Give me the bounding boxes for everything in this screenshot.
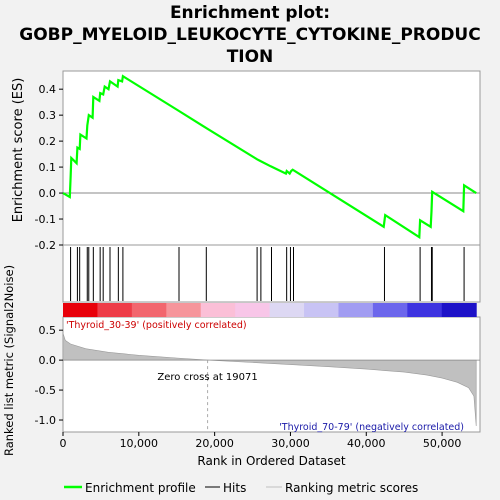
ranked-ytick-label: -0.5 <box>35 384 56 397</box>
chart-title: Enrichment plot: GOBP_MYELOID_LEUKOCYTE_… <box>0 2 500 68</box>
ranked-ylabel: Ranked list metric (Signal2Noise) <box>2 265 16 456</box>
zero-cross-label: Zero cross at 19071 <box>157 372 257 383</box>
heatmap-segment <box>97 303 133 317</box>
es-ytick-label: 0.2 <box>39 135 57 148</box>
heatmap-segment <box>407 303 443 317</box>
es-panel <box>62 70 481 246</box>
heatmap-segment <box>372 303 408 317</box>
es-ytick-label: -0.2 <box>35 239 56 252</box>
heatmap-segment <box>131 303 167 317</box>
es-ytick-label: 0.1 <box>39 161 57 174</box>
ranked-panel <box>62 316 481 433</box>
ranking-metric-area <box>62 333 477 427</box>
legend-hits-label: Hits <box>223 481 246 495</box>
heatmap-segment <box>63 303 98 317</box>
heatmap-segment <box>200 303 236 317</box>
es-ytick-label: 0.3 <box>39 109 57 122</box>
xtick-label: 30,000 <box>271 437 310 450</box>
title-line-3: TION <box>226 47 274 67</box>
xtick-label: 0 <box>60 437 67 450</box>
es-ylabel: Enrichment score (ES) <box>11 78 26 223</box>
enrichment-profile-line <box>62 74 477 240</box>
positive-correlation-label: 'Thyroid_30-39' (positively correlated) <box>66 320 247 331</box>
xtick-label: 10,000 <box>120 437 159 450</box>
title-line-1: Enrichment plot: <box>169 3 331 23</box>
ranked-ytick-label: 0.0 <box>39 354 57 367</box>
heatmap-segment <box>304 303 339 317</box>
heatmap-segment <box>269 303 305 317</box>
title-line-2: GOBP_MYELOID_LEUKOCYTE_CYTOKINE_PRODUC <box>19 25 481 45</box>
legend-profile-label: Enrichment profile <box>85 481 196 495</box>
es-ytick-label: 0.0 <box>39 187 57 200</box>
xtick-label: 50,000 <box>423 437 462 450</box>
es-ytick-label: -0.1 <box>35 213 56 226</box>
xtick-label: 40,000 <box>347 437 386 450</box>
heatmap-segment <box>166 303 202 317</box>
x-axis-label: Rank in Ordered Dataset <box>197 454 345 468</box>
xtick-label: 20,000 <box>195 437 234 450</box>
heatmap-segment <box>338 303 374 317</box>
ranked-ytick-label: 0.5 <box>39 324 57 337</box>
heatmap-segment <box>441 303 477 317</box>
es-ytick-label: 0.4 <box>39 83 57 96</box>
legend-ranking-label: Ranking metric scores <box>285 481 418 495</box>
negative-correlation-label: 'Thyroid_70-79' (negatively correlated) <box>279 422 464 433</box>
heatmap-segment <box>235 303 271 317</box>
ranked-ytick-label: -1.0 <box>35 414 56 427</box>
